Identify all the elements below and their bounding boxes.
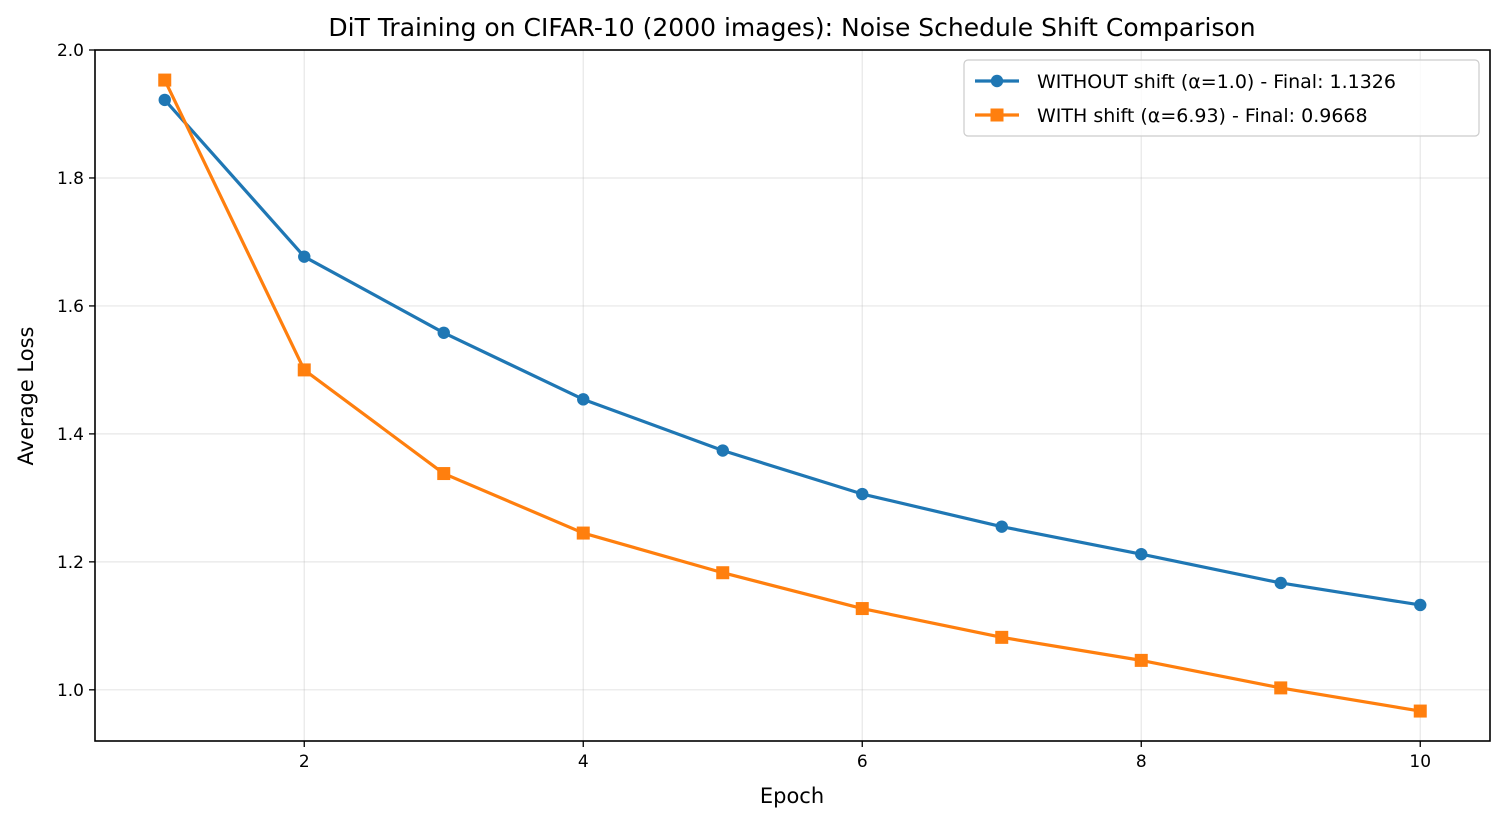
x-tick-label: 10 xyxy=(1409,752,1431,772)
y-tick-label: 2.0 xyxy=(57,41,84,61)
y-axis-label: Average Loss xyxy=(14,327,38,466)
legend-marker-without-shift xyxy=(990,74,1004,88)
legend-marker-with-shift xyxy=(990,108,1004,122)
series-line-without-shift xyxy=(163,98,1422,607)
data-point-without-shift xyxy=(1274,576,1287,590)
chart-title: DiT Training on CIFAR-10 (2000 images): … xyxy=(328,13,1255,42)
data-point-without-shift xyxy=(1414,598,1427,612)
data-point-with-shift xyxy=(855,602,869,616)
x-tick-label: 2 xyxy=(299,752,310,772)
data-point-with-shift xyxy=(995,630,1009,644)
legend: WITHOUT shift (α=1.0) - Final: 1.1326 WI… xyxy=(963,59,1480,137)
x-axis-label: Epoch xyxy=(760,784,824,808)
legend-label-with-shift: WITH shift (α=6.93) - Final: 0.9668 xyxy=(1037,105,1368,127)
y-tick-label: 1.4 xyxy=(57,425,84,445)
data-point-with-shift xyxy=(437,467,451,481)
data-point-with-shift xyxy=(1274,681,1288,695)
y-tick-label: 1.6 xyxy=(57,297,84,317)
data-point-without-shift xyxy=(856,487,869,501)
plot-frame xyxy=(94,49,1491,742)
data-point-with-shift xyxy=(576,526,590,540)
data-point-with-shift xyxy=(297,363,311,377)
series-layer xyxy=(158,73,1427,718)
x-tick-label: 4 xyxy=(578,752,589,772)
series-without-shift xyxy=(158,93,1427,612)
y-tick-label: 1.8 xyxy=(57,169,84,189)
x-tick-label: 8 xyxy=(1136,752,1147,772)
data-point-without-shift xyxy=(577,393,590,406)
data-point-without-shift xyxy=(437,326,450,339)
x-tick-label: 6 xyxy=(857,752,868,772)
series-with-shift xyxy=(158,73,1427,718)
data-point-without-shift xyxy=(716,444,729,457)
data-point-without-shift xyxy=(1135,547,1148,561)
legend-label-without-shift: WITHOUT shift (α=1.0) - Final: 1.1326 xyxy=(1037,71,1396,93)
data-point-without-shift xyxy=(995,520,1008,533)
grid-layer xyxy=(95,49,1490,741)
data-point-with-shift xyxy=(1413,704,1427,718)
data-point-with-shift xyxy=(1134,653,1148,667)
data-point-without-shift xyxy=(158,93,171,107)
y-tick-label: 1.2 xyxy=(57,553,84,573)
y-tick-label: 1.0 xyxy=(57,681,84,701)
data-point-without-shift xyxy=(298,250,311,263)
data-point-with-shift xyxy=(716,566,730,580)
data-point-with-shift xyxy=(158,73,172,87)
ticks-layer: 2 4 6 8 10 1.0 1.2 1.4 1.6 1.8 2.0 xyxy=(57,41,1431,772)
series-line-with-shift xyxy=(163,78,1422,713)
legend-box xyxy=(963,59,1480,137)
